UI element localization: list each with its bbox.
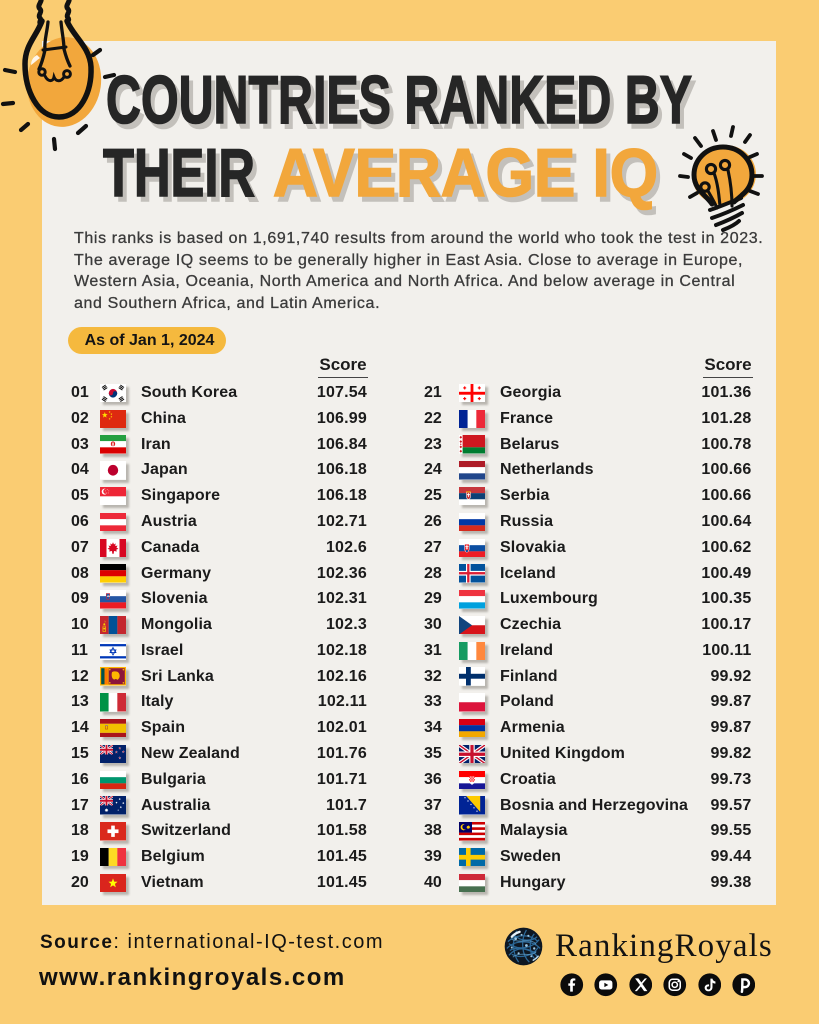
svg-text:AVERAGE IQ: AVERAGE IQ (277, 140, 662, 216)
svg-text:COUNTRIES RANKED BY: COUNTRIES RANKED BY (106, 62, 692, 138)
svg-text:THEIR: THEIR (103, 135, 255, 211)
svg-text:COUNTRIES RANKED BY: COUNTRIES RANKED BY (110, 67, 696, 143)
svg-text:THEIR: THEIR (107, 140, 259, 216)
svg-text:AVERAGE IQ: AVERAGE IQ (273, 135, 658, 211)
